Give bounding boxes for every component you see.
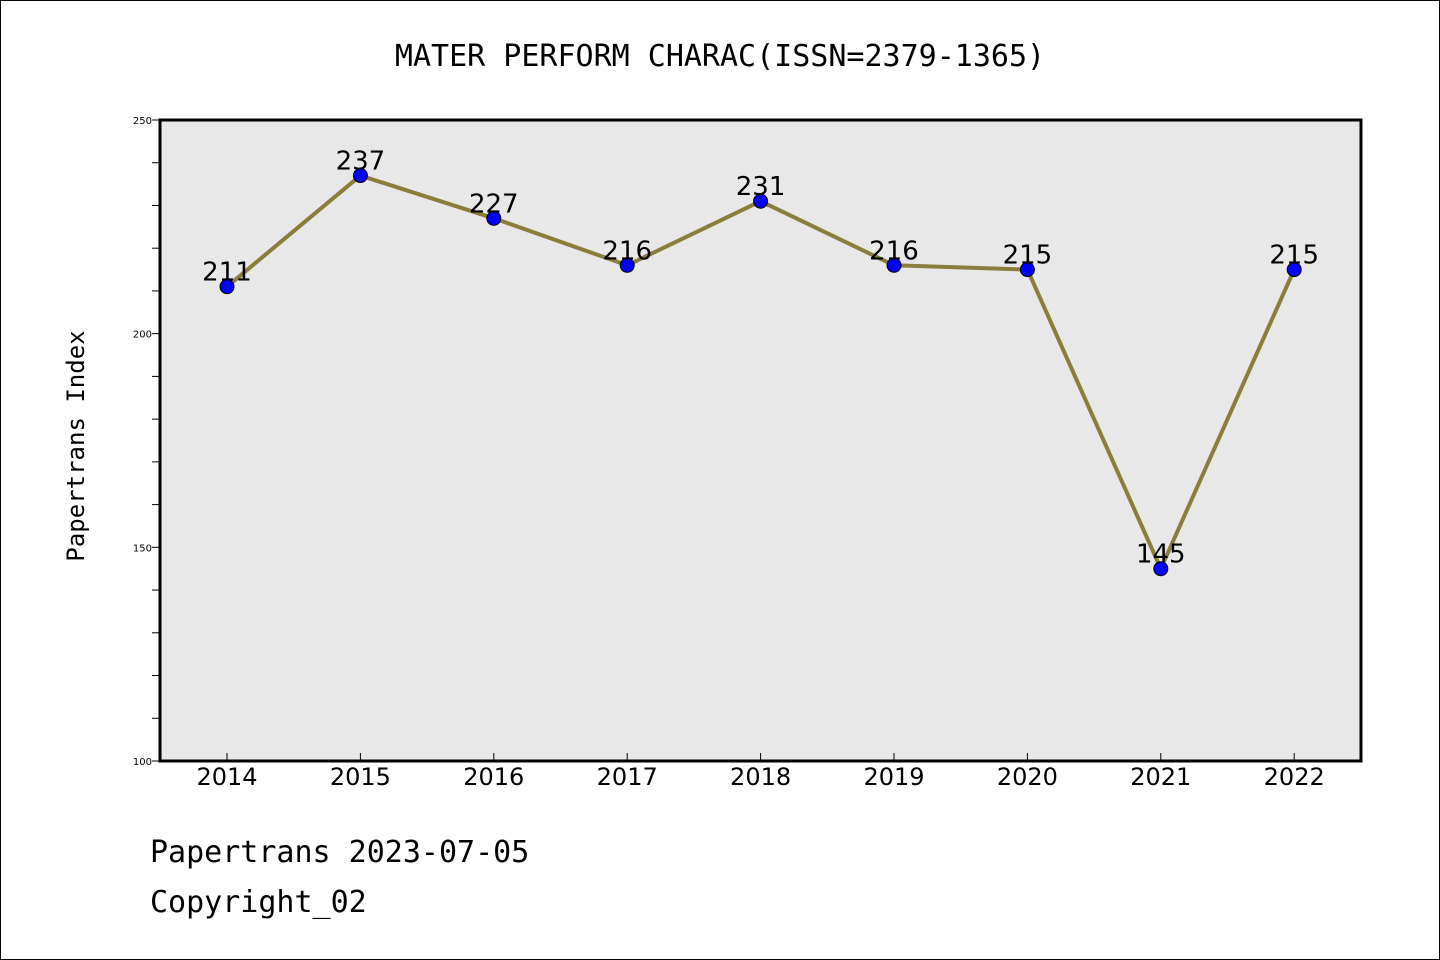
data-label: 145 bbox=[1136, 540, 1186, 570]
data-labels: 211 237 227 216 231 216 215 145 215 bbox=[202, 147, 1319, 570]
data-label: 215 bbox=[1269, 241, 1319, 271]
x-tick-label: 2020 bbox=[997, 763, 1058, 791]
x-tick-label: 2019 bbox=[863, 763, 924, 791]
data-point-marker bbox=[753, 193, 769, 209]
footer-date-line: Papertrans 2023-07-05 bbox=[150, 835, 530, 870]
data-label: 231 bbox=[736, 172, 786, 202]
plot-border bbox=[158, 118, 1363, 763]
data-markers bbox=[219, 168, 1302, 577]
x-axis-ticks: 2014 2015 2016 2017 2018 2019 2020 2021 2022 bbox=[196, 753, 1325, 791]
data-point-marker bbox=[1286, 262, 1302, 278]
data-point-marker bbox=[219, 279, 235, 295]
chart-title: MATER PERFORM CHARAC(ISSN=2379-1365) bbox=[395, 39, 1045, 74]
x-tick-label: 2018 bbox=[730, 763, 791, 791]
data-point-marker bbox=[886, 257, 902, 273]
data-point-marker bbox=[486, 210, 502, 226]
x-tick-label: 2022 bbox=[1264, 763, 1325, 791]
data-label: 216 bbox=[869, 236, 919, 266]
data-label: 215 bbox=[1003, 241, 1053, 271]
plot-area bbox=[160, 120, 1361, 761]
data-label: 227 bbox=[469, 189, 519, 219]
y-tick-label: 100 bbox=[133, 757, 152, 768]
data-label: 211 bbox=[202, 258, 252, 288]
data-label: 216 bbox=[602, 236, 652, 266]
y-tick-label: 150 bbox=[133, 543, 152, 554]
footer-copyright: Copyright_02 bbox=[150, 885, 367, 920]
data-point-marker bbox=[619, 257, 635, 273]
data-point-marker bbox=[1153, 561, 1169, 577]
x-tick-label: 2016 bbox=[463, 763, 524, 791]
y-tick-label: 250 bbox=[133, 116, 152, 127]
y-tick-label: 200 bbox=[133, 330, 152, 341]
data-label: 237 bbox=[336, 147, 386, 177]
x-tick-label: 2017 bbox=[597, 763, 658, 791]
x-tick-label: 2015 bbox=[330, 763, 391, 791]
y-axis-ticks: 100 150 200 250 bbox=[133, 116, 160, 768]
y-axis-label: Papertrans Index bbox=[62, 330, 90, 561]
data-point-marker bbox=[1019, 262, 1035, 278]
x-tick-label: 2021 bbox=[1130, 763, 1191, 791]
x-tick-label: 2014 bbox=[196, 763, 257, 791]
data-point-marker bbox=[352, 168, 368, 184]
